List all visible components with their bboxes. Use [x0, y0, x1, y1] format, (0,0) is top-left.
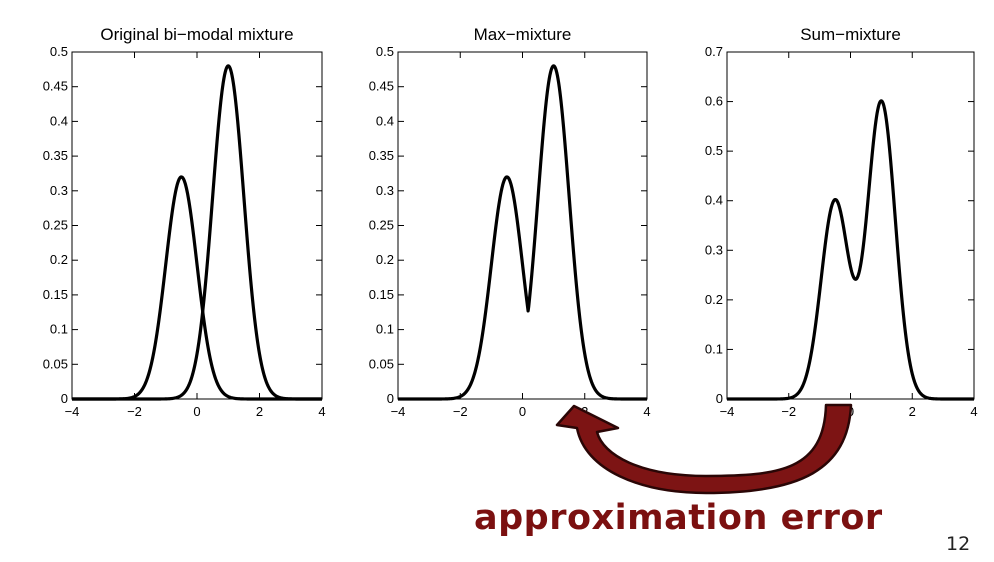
y-tick-label: 0.5: [705, 143, 723, 158]
y-tick-label: 0: [716, 391, 723, 406]
y-tick-label: 0.1: [50, 322, 68, 337]
axes-frame: [726, 51, 975, 400]
x-tick-label: 0: [519, 404, 526, 419]
y-tick-label: 0: [387, 391, 394, 406]
series-line-1: [726, 99, 975, 401]
x-tick-label: −2: [453, 404, 468, 419]
plot-original-bimodal-mixture: Original bi−modal mixture −4 −2 0 2 4 0 0.05 0.1…: [43, 25, 326, 419]
y-tick-label: 0.4: [50, 113, 68, 128]
plot-max-mixture: Max−mixture−4−202400.050.10.150.20.250.3…: [369, 25, 651, 419]
series-line-1: [397, 64, 648, 401]
y-tick-label: 0.45: [369, 79, 394, 94]
y-tick-label: 0.05: [43, 356, 68, 371]
y-tick-label: 0.4: [705, 193, 723, 208]
y-tick-label: 0.5: [50, 44, 68, 59]
y-tick-label: 0: [61, 391, 68, 406]
y-tick-label: 0.6: [705, 94, 723, 109]
y-tick-label: 0.2: [50, 252, 68, 267]
y-tick-label: 0.25: [369, 218, 394, 233]
x-tick-label: 0: [193, 404, 200, 419]
y-tick-label: 0.2: [376, 252, 394, 267]
y-tick-label: 0.2: [705, 292, 723, 307]
chart-title: Max−mixture: [474, 25, 572, 44]
x-tick-label: 4: [643, 404, 650, 419]
x-tick-label: −2: [127, 404, 142, 419]
x-tick-label: −4: [720, 404, 735, 419]
y-tick-label: 0.25: [43, 218, 68, 233]
y-tick-label: 0.1: [376, 322, 394, 337]
y-tick-label: 0.35: [369, 148, 394, 163]
y-tick-label: 0.4: [376, 113, 394, 128]
x-tick-label: 2: [909, 404, 916, 419]
chart-title: Original bi−modal mixture: [100, 25, 293, 44]
y-tick-label: 0.15: [43, 287, 68, 302]
y-tick-label: 0.3: [376, 183, 394, 198]
y-tick-label: 0.35: [43, 148, 68, 163]
y-tick-label: 0.3: [50, 183, 68, 198]
x-tick-label: −4: [391, 404, 406, 419]
x-tick-label: −2: [781, 404, 796, 419]
series-line-1: [71, 175, 323, 401]
y-tick-label: 0.15: [369, 287, 394, 302]
y-tick-label: 0.3: [705, 242, 723, 257]
y-tick-label: 0.05: [369, 356, 394, 371]
x-tick-label: 4: [318, 404, 325, 419]
x-tick-label: 2: [256, 404, 263, 419]
series-line-2: [71, 64, 323, 401]
axes-frame: [397, 51, 648, 400]
annotation-text: approximation error: [474, 498, 883, 538]
y-tick-label: 0.7: [705, 44, 723, 59]
y-tick-label: 0.5: [376, 44, 394, 59]
chart-title: Sum−mixture: [800, 25, 901, 44]
y-tick-label: 0.1: [705, 341, 723, 356]
page-number: 12: [946, 533, 971, 555]
x-tick-label: −4: [65, 404, 80, 419]
x-tick-label: 4: [970, 404, 977, 419]
curved-arrow-icon: [555, 403, 853, 495]
y-tick-label: 0.45: [43, 79, 68, 94]
